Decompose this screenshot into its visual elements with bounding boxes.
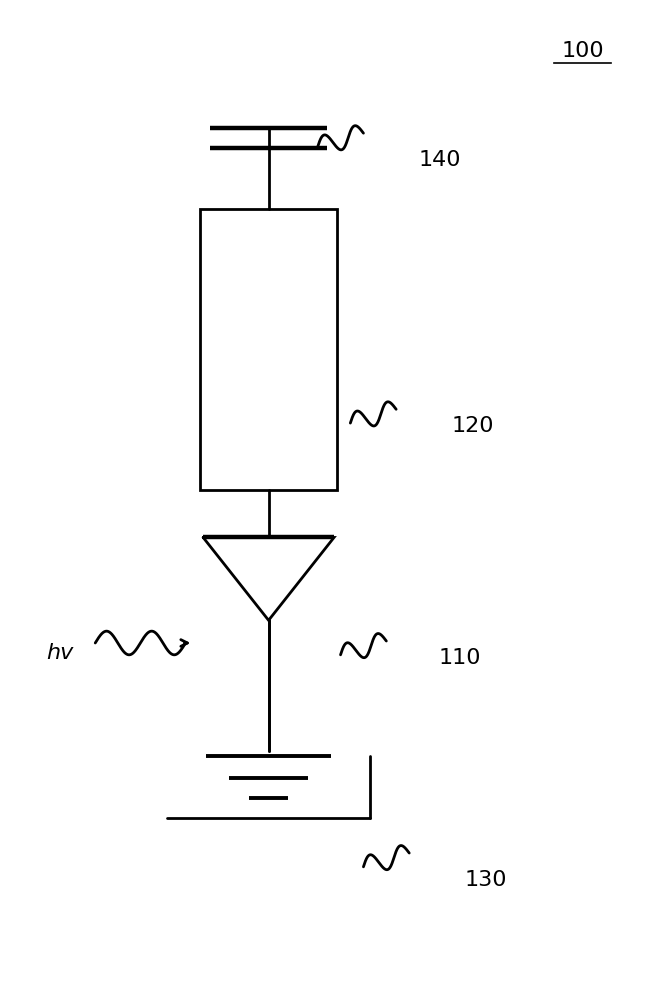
Bar [200,209,337,490]
Text: 110: 110 [439,648,481,668]
Text: 120: 120 [452,416,494,436]
Text: hv: hv [46,643,73,663]
Text: 100: 100 [561,41,604,61]
Text: 130: 130 [465,870,507,890]
Text: 140: 140 [419,150,462,170]
